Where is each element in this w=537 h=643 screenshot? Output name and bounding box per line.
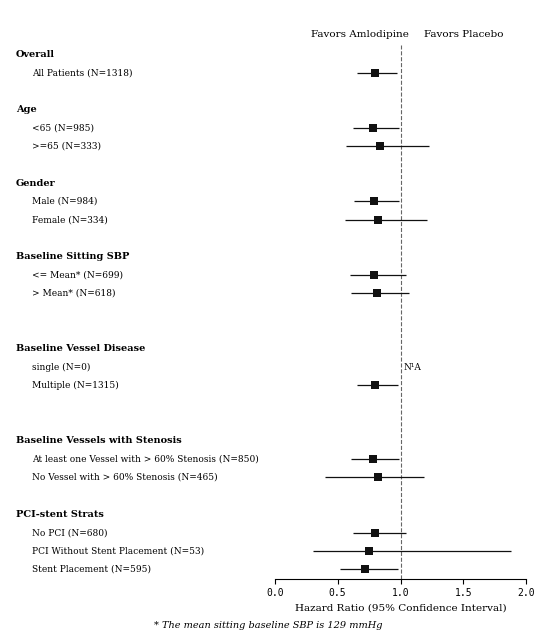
Text: Favors Placebo: Favors Placebo — [424, 30, 503, 39]
Text: <= Mean* (N=699): <= Mean* (N=699) — [32, 271, 123, 280]
Text: Age: Age — [16, 105, 37, 114]
Text: * The mean sitting baseline SBP is 129 mmHg: * The mean sitting baseline SBP is 129 m… — [154, 621, 383, 630]
Text: Favors Amlodipine: Favors Amlodipine — [311, 30, 409, 39]
X-axis label: Hazard Ratio (95% Confidence Interval): Hazard Ratio (95% Confidence Interval) — [295, 604, 506, 613]
Text: Multiple (N=1315): Multiple (N=1315) — [32, 381, 119, 390]
Text: No PCI (N=680): No PCI (N=680) — [32, 528, 107, 537]
Text: single (N=0): single (N=0) — [32, 363, 90, 372]
Text: >=65 (N=333): >=65 (N=333) — [32, 141, 101, 150]
Text: Gender: Gender — [16, 179, 56, 188]
Text: Male (N=984): Male (N=984) — [32, 197, 97, 206]
Text: At least one Vessel with > 60% Stenosis (N=850): At least one Vessel with > 60% Stenosis … — [32, 455, 259, 464]
Text: Female (N=334): Female (N=334) — [32, 215, 107, 224]
Text: Stent Placement (N=595): Stent Placement (N=595) — [32, 565, 151, 574]
Text: No Vessel with > 60% Stenosis (N=465): No Vessel with > 60% Stenosis (N=465) — [32, 473, 217, 482]
Text: PCI Without Stent Placement (N=53): PCI Without Stent Placement (N=53) — [32, 547, 204, 556]
Text: Baseline Sitting SBP: Baseline Sitting SBP — [16, 252, 129, 261]
Text: Baseline Vessels with Stenosis: Baseline Vessels with Stenosis — [16, 436, 182, 445]
Text: <65 (N=985): <65 (N=985) — [32, 123, 94, 132]
Text: N¹A: N¹A — [403, 363, 421, 372]
Text: > Mean* (N=618): > Mean* (N=618) — [32, 289, 115, 298]
Text: All Patients (N=1318): All Patients (N=1318) — [32, 68, 132, 77]
Text: Overall: Overall — [16, 50, 55, 59]
Text: PCI-stent Strats: PCI-stent Strats — [16, 510, 104, 519]
Text: Baseline Vessel Disease: Baseline Vessel Disease — [16, 344, 146, 353]
